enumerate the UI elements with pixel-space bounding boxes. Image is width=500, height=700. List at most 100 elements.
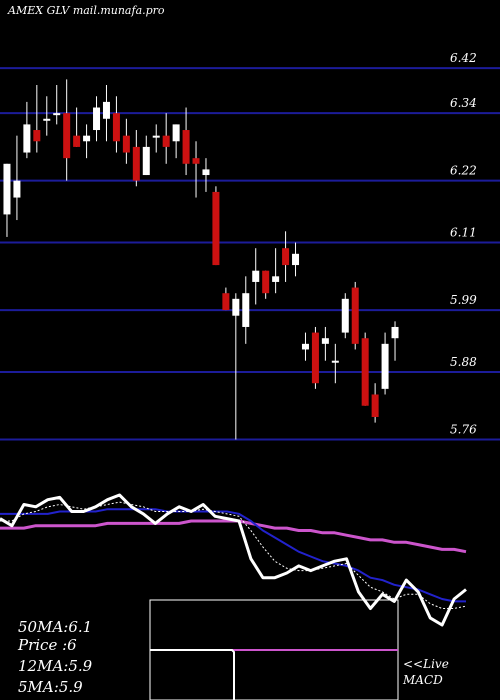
candle xyxy=(112,96,120,153)
macd-panel: <<Live MACD xyxy=(149,599,449,700)
macd-label-macd: MACD xyxy=(402,673,443,687)
candle-body xyxy=(73,135,81,147)
price-level-label: 6.42 xyxy=(450,51,477,65)
candle-body xyxy=(3,163,11,215)
price-level-label: 6.34 xyxy=(450,96,477,110)
candle xyxy=(252,248,260,305)
candle-body xyxy=(222,293,230,311)
candle xyxy=(331,343,339,384)
candle-body xyxy=(351,287,359,344)
candle xyxy=(53,85,61,125)
candle-body xyxy=(331,360,339,363)
candle-body xyxy=(172,124,180,142)
candle xyxy=(361,332,369,406)
candle xyxy=(102,85,110,142)
candle xyxy=(83,124,91,159)
candle-body xyxy=(252,270,260,282)
candle-body xyxy=(321,338,329,344)
candle-body xyxy=(33,130,41,142)
candle xyxy=(182,107,190,176)
stat-50ma: 50MA:6.1 xyxy=(18,618,92,636)
price-level-label: 5.99 xyxy=(450,293,477,307)
price-level-label: 5.76 xyxy=(450,422,477,436)
candle-body xyxy=(23,124,31,153)
moving-average-panel xyxy=(0,493,467,627)
candle xyxy=(142,135,150,176)
candle-body xyxy=(391,326,399,339)
stat-5ma: 5MA:5.9 xyxy=(18,678,83,696)
candles xyxy=(3,79,399,440)
macd-line xyxy=(150,649,235,700)
candle xyxy=(391,321,399,361)
candle xyxy=(212,186,220,266)
candle-body xyxy=(182,130,190,164)
candle-body xyxy=(162,135,170,147)
candle-body xyxy=(63,113,71,159)
candle-body xyxy=(292,253,300,266)
candle xyxy=(23,101,31,159)
candle-body xyxy=(192,158,200,164)
candle-body xyxy=(371,394,379,417)
candle-body xyxy=(43,118,51,121)
candle xyxy=(292,242,300,277)
price-level-label: 6.22 xyxy=(450,164,477,178)
candle xyxy=(351,281,359,350)
candle xyxy=(272,248,280,294)
candle xyxy=(152,124,160,153)
candle xyxy=(381,332,389,395)
candle xyxy=(311,326,319,389)
candle-body xyxy=(53,113,61,116)
stat-12ma: 12MA:5.9 xyxy=(18,657,93,675)
candle xyxy=(321,326,329,361)
candle xyxy=(341,293,349,339)
candle-body xyxy=(132,146,140,181)
candle xyxy=(242,276,250,344)
candle xyxy=(301,332,309,361)
candle-body xyxy=(212,191,220,266)
candle-body xyxy=(361,338,369,406)
price-level-label: 6.11 xyxy=(450,226,477,240)
candle-body xyxy=(301,343,309,350)
candle xyxy=(371,383,379,423)
candle-body xyxy=(381,343,389,389)
candle-body xyxy=(93,107,101,131)
stat-price: Price :6 xyxy=(17,636,77,654)
candle xyxy=(192,141,200,198)
candle-body xyxy=(242,293,250,327)
short-ma-line xyxy=(0,501,467,609)
candle xyxy=(282,231,290,282)
candle-body xyxy=(142,146,150,176)
candle-body xyxy=(262,270,270,294)
candle xyxy=(33,85,41,153)
candle-body xyxy=(122,135,130,153)
candle-body xyxy=(272,276,280,282)
macd-label-live: <<Live xyxy=(403,657,449,671)
stats-panel: 50MA:6.1 Price :6 12MA:5.9 5MA:5.9 xyxy=(17,618,93,696)
candle xyxy=(73,107,81,147)
candle xyxy=(172,124,180,159)
candle-body xyxy=(311,332,319,384)
candle-body xyxy=(83,135,91,142)
candle xyxy=(232,293,240,440)
candle xyxy=(63,79,71,181)
candle xyxy=(162,113,170,164)
chart-title: AMEX GLV mail.munafa.pro xyxy=(7,4,165,17)
candle xyxy=(3,163,11,237)
candle-body xyxy=(202,169,210,176)
candle xyxy=(43,96,51,136)
candle-body xyxy=(341,298,349,333)
candle-body xyxy=(232,298,240,316)
price-grid: 6.42 6.34 6.22 6.11 5.99 5.88 5.76 xyxy=(0,51,500,441)
candle xyxy=(93,96,101,142)
candle-body xyxy=(152,135,160,138)
price-level-label: 5.88 xyxy=(450,355,477,369)
candle-body xyxy=(112,113,120,142)
candle-body xyxy=(102,101,110,119)
candle xyxy=(132,130,140,187)
candle-body xyxy=(13,180,21,198)
candle xyxy=(122,118,130,164)
candle-body xyxy=(282,248,290,266)
candle xyxy=(222,287,230,311)
